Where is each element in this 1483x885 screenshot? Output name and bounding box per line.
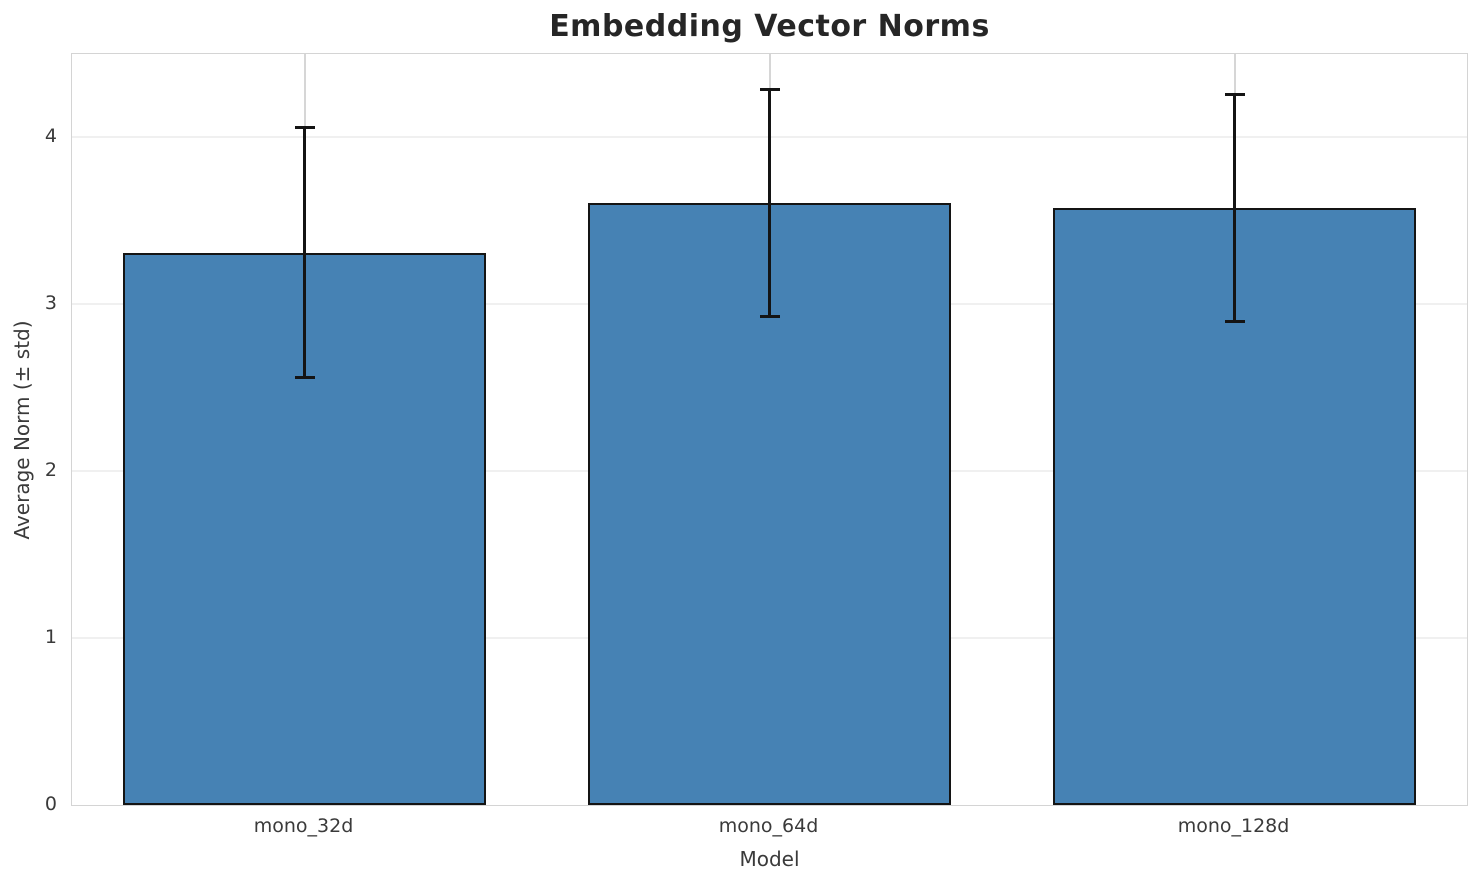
bar-mono_32d: [123, 252, 486, 805]
error-bar-cap-top-mono_128d: [1224, 92, 1245, 96]
y-tick-label-1: 1: [44, 626, 57, 649]
error-bar-cap-bottom-mono_32d: [294, 376, 315, 380]
error-bar-cap-bottom-mono_64d: [759, 314, 780, 318]
x-tick-label-mono_32d: mono_32d: [253, 815, 354, 837]
x-axis-label: Model: [739, 847, 800, 871]
error-bar-cap-bottom-mono_128d: [1224, 319, 1245, 323]
error-bar-cap-top-mono_64d: [759, 87, 780, 91]
x-tick-label-mono_128d: mono_128d: [1177, 815, 1290, 837]
y-axis-label: Average Norm (± std): [10, 320, 34, 540]
y-tick-label-0: 0: [44, 793, 57, 815]
error-bar-stem-mono_64d: [768, 89, 771, 317]
y-tick-label-3: 3: [44, 292, 57, 315]
bar-mono_64d: [588, 202, 951, 805]
error-bar-cap-top-mono_32d: [294, 125, 315, 129]
y-tick-label-4: 4: [44, 125, 57, 148]
x-tick-label-mono_64d: mono_64d: [718, 815, 819, 837]
error-bar-stem-mono_32d: [303, 127, 306, 378]
y-tick-label-2: 2: [44, 459, 57, 482]
plot-area: [71, 53, 1468, 806]
chart-title: Embedding Vector Norms: [549, 9, 990, 44]
error-bar-stem-mono_128d: [1233, 94, 1236, 322]
